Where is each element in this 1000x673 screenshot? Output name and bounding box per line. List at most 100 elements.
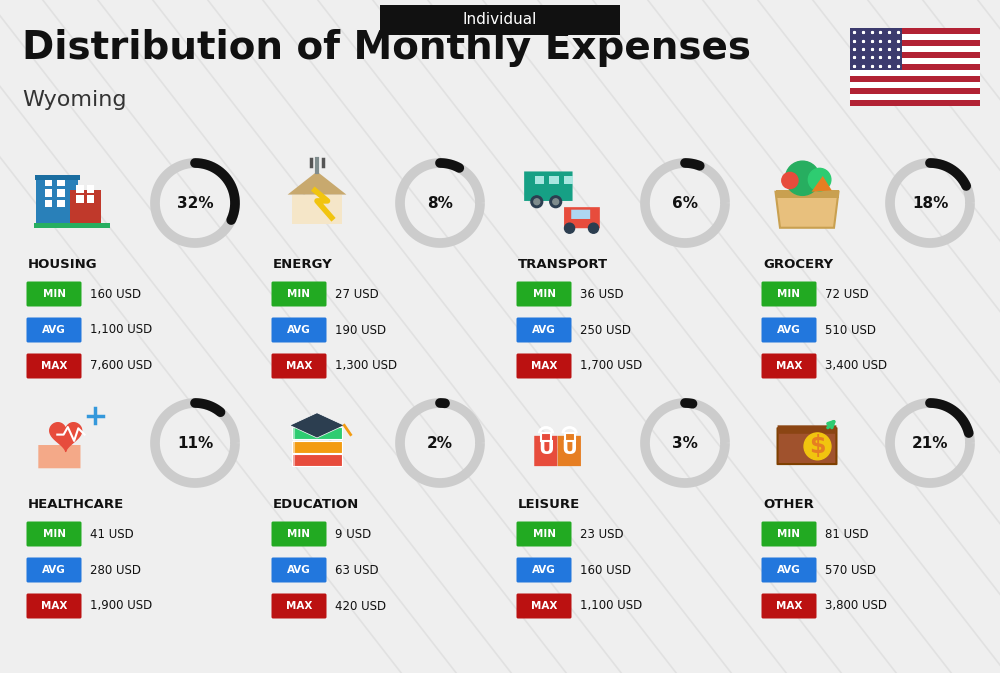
Bar xyxy=(850,28,902,70)
Text: U: U xyxy=(562,439,577,458)
Text: AVG: AVG xyxy=(287,325,311,335)
Text: MIN: MIN xyxy=(42,529,66,539)
Text: 160 USD: 160 USD xyxy=(580,563,631,577)
FancyBboxPatch shape xyxy=(558,436,581,466)
FancyBboxPatch shape xyxy=(272,353,326,378)
Text: MIN: MIN xyxy=(532,289,556,299)
Text: 27 USD: 27 USD xyxy=(335,287,379,301)
Text: Individual: Individual xyxy=(463,13,537,28)
FancyBboxPatch shape xyxy=(516,353,572,378)
Text: 3%: 3% xyxy=(672,435,698,450)
Text: OTHER: OTHER xyxy=(763,499,814,511)
Bar xyxy=(292,454,342,466)
FancyBboxPatch shape xyxy=(516,522,572,546)
Text: 160 USD: 160 USD xyxy=(90,287,141,301)
FancyBboxPatch shape xyxy=(762,318,816,343)
FancyBboxPatch shape xyxy=(524,172,573,201)
Bar xyxy=(35,175,80,180)
Bar xyxy=(850,64,980,70)
Text: MIN: MIN xyxy=(288,289,310,299)
Bar xyxy=(776,190,838,198)
Text: 250 USD: 250 USD xyxy=(580,324,631,336)
Bar xyxy=(45,189,52,197)
FancyBboxPatch shape xyxy=(38,445,80,468)
Text: $: $ xyxy=(809,434,826,458)
Text: AVG: AVG xyxy=(42,565,66,575)
Bar xyxy=(57,178,65,186)
Text: 8%: 8% xyxy=(427,195,453,211)
Text: 570 USD: 570 USD xyxy=(825,563,876,577)
FancyBboxPatch shape xyxy=(571,210,590,219)
FancyBboxPatch shape xyxy=(762,281,816,306)
Polygon shape xyxy=(776,192,838,227)
Text: 41 USD: 41 USD xyxy=(90,528,134,540)
Bar xyxy=(535,176,544,184)
Text: 32%: 32% xyxy=(177,195,213,211)
Text: AVG: AVG xyxy=(777,325,801,335)
Text: EDUCATION: EDUCATION xyxy=(273,499,359,511)
FancyBboxPatch shape xyxy=(26,353,82,378)
Bar xyxy=(70,190,101,226)
Bar xyxy=(564,176,573,184)
Bar xyxy=(57,200,65,207)
Bar xyxy=(87,195,94,203)
Bar xyxy=(850,100,980,106)
Text: 63 USD: 63 USD xyxy=(335,563,379,577)
FancyBboxPatch shape xyxy=(272,281,326,306)
Bar xyxy=(850,58,980,64)
FancyBboxPatch shape xyxy=(380,5,620,35)
Text: MIN: MIN xyxy=(778,289,800,299)
Bar xyxy=(76,185,84,192)
Text: 2%: 2% xyxy=(427,435,453,450)
FancyBboxPatch shape xyxy=(272,318,326,343)
Text: 6%: 6% xyxy=(672,195,698,211)
Circle shape xyxy=(565,223,575,234)
Text: 420 USD: 420 USD xyxy=(335,600,386,612)
FancyBboxPatch shape xyxy=(762,353,816,378)
Bar xyxy=(541,433,551,441)
FancyBboxPatch shape xyxy=(534,436,557,466)
Text: 1,700 USD: 1,700 USD xyxy=(580,359,642,372)
Text: 510 USD: 510 USD xyxy=(825,324,876,336)
Text: 280 USD: 280 USD xyxy=(90,563,141,577)
Text: MAX: MAX xyxy=(41,361,67,371)
FancyBboxPatch shape xyxy=(26,318,82,343)
Text: MAX: MAX xyxy=(41,601,67,611)
FancyBboxPatch shape xyxy=(26,522,82,546)
Circle shape xyxy=(804,433,831,460)
Text: MIN: MIN xyxy=(778,529,800,539)
Text: GROCERY: GROCERY xyxy=(763,258,833,271)
Circle shape xyxy=(588,223,599,234)
Text: HEALTHCARE: HEALTHCARE xyxy=(28,499,124,511)
FancyBboxPatch shape xyxy=(516,318,572,343)
Bar xyxy=(292,441,342,453)
Text: 190 USD: 190 USD xyxy=(335,324,386,336)
Text: MIN: MIN xyxy=(288,529,310,539)
Bar xyxy=(850,52,980,58)
Text: Wyoming: Wyoming xyxy=(22,90,126,110)
FancyBboxPatch shape xyxy=(762,557,816,583)
Text: Distribution of Monthly Expenses: Distribution of Monthly Expenses xyxy=(22,29,751,67)
Polygon shape xyxy=(288,172,346,194)
FancyBboxPatch shape xyxy=(26,281,82,306)
FancyBboxPatch shape xyxy=(272,557,326,583)
Circle shape xyxy=(553,199,559,205)
Text: MAX: MAX xyxy=(776,601,802,611)
Text: MIN: MIN xyxy=(42,289,66,299)
Circle shape xyxy=(782,172,798,188)
Text: 81 USD: 81 USD xyxy=(825,528,869,540)
Text: TRANSPORT: TRANSPORT xyxy=(518,258,608,271)
FancyBboxPatch shape xyxy=(762,594,816,618)
Bar xyxy=(292,427,342,439)
Text: MAX: MAX xyxy=(531,601,557,611)
Text: 36 USD: 36 USD xyxy=(580,287,624,301)
Polygon shape xyxy=(812,176,832,192)
Text: 1,900 USD: 1,900 USD xyxy=(90,600,152,612)
Bar xyxy=(76,195,84,203)
Text: 1,300 USD: 1,300 USD xyxy=(335,359,397,372)
Text: 9 USD: 9 USD xyxy=(335,528,371,540)
Bar xyxy=(850,76,980,82)
Text: 3,800 USD: 3,800 USD xyxy=(825,600,887,612)
FancyBboxPatch shape xyxy=(778,428,836,464)
Text: AVG: AVG xyxy=(287,565,311,575)
